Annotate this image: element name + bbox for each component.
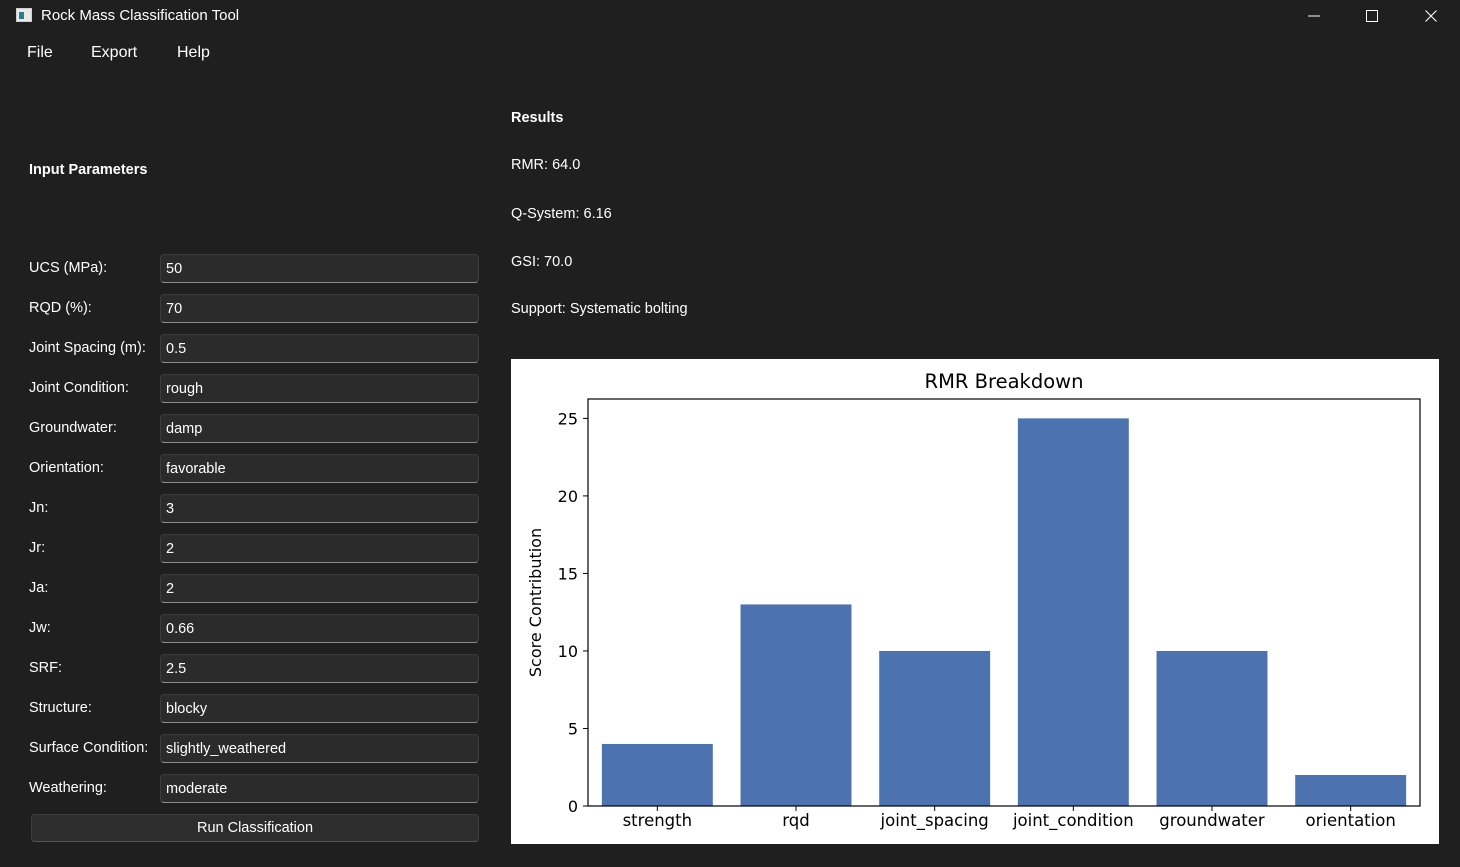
input-parameters-title: Input Parameters xyxy=(29,162,148,178)
y-tick-label-10: 10 xyxy=(558,642,578,661)
y-tick-label-0: 0 xyxy=(568,797,578,816)
y-tick-label-15: 15 xyxy=(558,564,578,583)
gsi-result: GSI: 70.0 xyxy=(511,254,573,270)
x-tick-label-joint_spacing: joint_spacing xyxy=(880,811,989,831)
joint-condition-input[interactable] xyxy=(160,374,479,403)
orientation-input[interactable] xyxy=(160,454,479,483)
bar-orientation xyxy=(1295,774,1407,806)
y-tick-label-5: 5 xyxy=(568,719,578,738)
menu-file[interactable]: File xyxy=(27,44,53,61)
x-tick-label-strength: strength xyxy=(623,811,693,830)
x-tick-label-orientation: orientation xyxy=(1306,811,1396,830)
window-title: Rock Mass Classification Tool xyxy=(41,7,240,24)
minimize-button[interactable] xyxy=(1285,0,1343,32)
app-icon xyxy=(16,8,32,22)
ja-label: Ja: xyxy=(29,580,49,596)
x-tick-label-joint_condition: joint_condition xyxy=(1012,811,1134,831)
ucs-input[interactable] xyxy=(160,254,479,283)
title-bar: Rock Mass Classification Tool xyxy=(0,0,1460,32)
joint-condition-label: Joint Condition: xyxy=(29,380,129,396)
groundwater-label: Groundwater: xyxy=(29,420,117,436)
joint-spacing-input[interactable] xyxy=(160,334,479,363)
rqd-input[interactable] xyxy=(160,294,479,323)
orientation-label: Orientation: xyxy=(29,460,104,476)
maximize-button[interactable] xyxy=(1343,0,1401,32)
bar-joint_spacing xyxy=(879,650,991,806)
minimize-icon xyxy=(1308,15,1320,17)
groundwater-input[interactable] xyxy=(160,414,479,443)
rqd-label: RQD (%): xyxy=(29,300,92,316)
jn-label: Jn: xyxy=(29,500,49,516)
jw-input[interactable] xyxy=(160,614,479,643)
srf-label: SRF: xyxy=(29,660,63,676)
run-classification-button[interactable]: Run Classification xyxy=(31,814,479,842)
rmr-result: RMR: 64.0 xyxy=(511,157,581,173)
menu-bar: File Export Help xyxy=(0,34,1460,72)
chart-svg: 0 5 10 15 20 25 strength rqd joint_spacing joint_… xyxy=(526,370,1421,831)
ja-input[interactable] xyxy=(160,574,479,603)
bar-groundwater xyxy=(1156,650,1268,806)
srf-input[interactable] xyxy=(160,654,479,683)
joint-spacing-label: Joint Spacing (m): xyxy=(29,340,146,356)
bar-rqd xyxy=(740,604,852,806)
weathering-input[interactable] xyxy=(160,774,479,803)
weathering-label: Weathering: xyxy=(29,780,107,796)
surface-condition-input[interactable] xyxy=(160,734,479,763)
ucs-label: UCS (MPa): xyxy=(29,260,108,276)
results-title: Results xyxy=(511,110,564,126)
q-system-result: Q-System: 6.16 xyxy=(511,206,612,222)
jr-input[interactable] xyxy=(160,534,479,563)
y-tick-label-25: 25 xyxy=(558,409,578,428)
jr-label: Jr: xyxy=(29,540,46,556)
jw-label: Jw: xyxy=(29,620,51,636)
support-result: Support: Systematic bolting xyxy=(511,301,688,317)
menu-export[interactable]: Export xyxy=(91,44,138,61)
bar-joint_condition xyxy=(1017,418,1129,806)
x-tick-label-groundwater: groundwater xyxy=(1159,811,1265,830)
x-tick-label-rqd: rqd xyxy=(782,811,809,830)
y-axis-label: Score Contribution xyxy=(526,528,545,677)
close-button[interactable] xyxy=(1402,0,1460,32)
structure-label: Structure: xyxy=(29,700,92,716)
jn-input[interactable] xyxy=(160,494,479,523)
plot-frame xyxy=(587,398,1421,807)
close-icon xyxy=(1425,10,1437,22)
menu-help[interactable]: Help xyxy=(177,44,210,61)
rmr-breakdown-chart: 0 5 10 15 20 25 strength rqd joint_spacing joint_… xyxy=(511,359,1439,844)
chart-title: RMR Breakdown xyxy=(925,370,1084,393)
maximize-icon xyxy=(1366,10,1378,22)
surface-condition-label: Surface Condition: xyxy=(29,740,149,756)
y-tick-label-20: 20 xyxy=(558,487,578,506)
bar-strength xyxy=(601,743,713,806)
structure-input[interactable] xyxy=(160,694,479,723)
